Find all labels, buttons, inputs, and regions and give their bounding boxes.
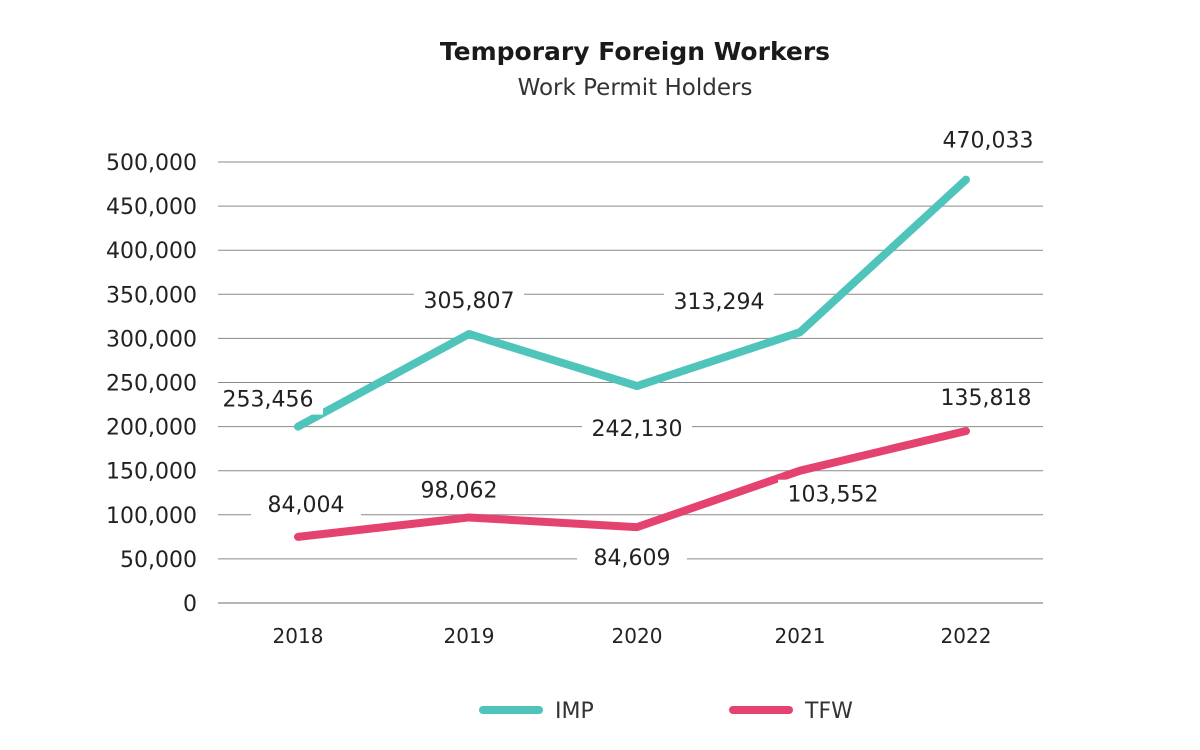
data-labels: 253,456 305,807 242,130 313,294 470,033 84,00… (213, 125, 1043, 574)
data-label-backdrop (582, 414, 692, 445)
x-tick-label: 2018 (273, 624, 324, 648)
y-tick-label: 500,000 (106, 151, 197, 176)
y-tick-label: 50,000 (120, 548, 197, 573)
x-tick-label: 2019 (444, 624, 495, 648)
data-label-backdrop (931, 383, 1041, 414)
data-label-backdrop (577, 543, 687, 574)
data-label-backdrop (414, 285, 524, 316)
y-axis-tick-labels: 0 50,000 100,000 150,000 200,000 250,000 300,0… (106, 151, 197, 617)
data-label-backdrop (213, 384, 323, 415)
data-label-imp: 305,807 (424, 289, 515, 314)
legend: IMP TFW (479, 699, 853, 724)
x-tick-label: 2020 (612, 624, 663, 648)
data-label-backdrop (404, 475, 514, 506)
data-label-imp: 242,130 (592, 417, 683, 442)
data-label-imp: 470,033 (943, 129, 1034, 154)
x-tick-label: 2021 (775, 624, 826, 648)
legend-label-tfw: TFW (804, 699, 853, 724)
chart-title: Temporary Foreign Workers (440, 37, 830, 66)
y-tick-label: 200,000 (106, 416, 197, 441)
legend-label-imp: IMP (555, 699, 594, 724)
y-tick-label: 450,000 (106, 195, 197, 220)
y-tick-label: 0 (183, 592, 197, 617)
y-tick-label: 250,000 (106, 372, 197, 397)
data-label-backdrop (664, 287, 774, 318)
data-label-backdrop (251, 489, 361, 520)
data-label-tfw: 84,609 (594, 546, 671, 571)
data-label-tfw: 135,818 (941, 386, 1032, 411)
series-lines (294, 175, 970, 541)
data-label-backdrop (933, 125, 1043, 156)
data-label-backdrop (778, 479, 888, 510)
data-label-tfw: 84,004 (268, 493, 345, 518)
data-label-imp: 313,294 (674, 290, 765, 315)
y-tick-label: 350,000 (106, 283, 197, 308)
x-tick-label: 2022 (941, 624, 992, 648)
y-tick-label: 100,000 (106, 504, 197, 529)
data-label-tfw: 103,552 (788, 483, 879, 508)
series-line-tfw (294, 427, 970, 541)
x-axis-tick-labels: 2018 2019 2020 2021 2022 (273, 624, 992, 648)
y-tick-label: 400,000 (106, 239, 197, 264)
data-label-imp: 253,456 (223, 388, 314, 413)
data-label-tfw: 98,062 (421, 478, 498, 503)
chart-subtitle: Work Permit Holders (518, 75, 753, 101)
y-tick-label: 150,000 (106, 460, 197, 485)
y-tick-label: 300,000 (106, 327, 197, 352)
series-line-imp (294, 175, 970, 431)
